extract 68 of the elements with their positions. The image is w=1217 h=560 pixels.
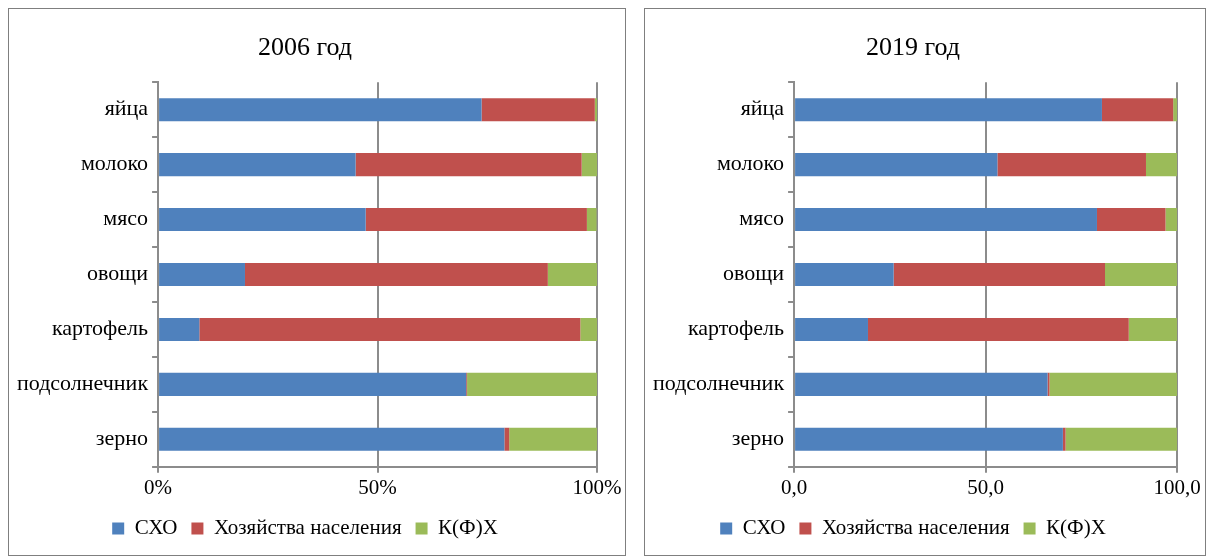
- y-tick-label: овощи: [87, 260, 149, 286]
- y-tick-label: зерно: [95, 425, 149, 451]
- bar: [795, 372, 1048, 396]
- y-tick-label: молоко: [80, 150, 149, 176]
- bar: [504, 427, 510, 451]
- bar: [1173, 98, 1177, 122]
- bar: [893, 262, 1106, 287]
- chart-title: 2006 год: [258, 32, 352, 62]
- bar: [159, 372, 467, 396]
- x-tick-label: 50%: [358, 474, 397, 499]
- x-tick-label: 100,0: [1153, 474, 1201, 499]
- bar: [867, 317, 1129, 341]
- bar: [355, 153, 582, 177]
- bar: [1065, 427, 1177, 451]
- bar: [594, 98, 597, 122]
- bar: [581, 153, 597, 177]
- legend-label: К(Ф)Х: [1046, 515, 1106, 540]
- bar: [795, 98, 1102, 122]
- bar: [1049, 372, 1177, 396]
- y-tick-label: зерно: [731, 425, 785, 451]
- bar: [159, 262, 245, 287]
- bar: [1062, 427, 1066, 451]
- bar: [159, 208, 366, 232]
- x-tick-label: 0%: [144, 474, 173, 499]
- bar: [1096, 208, 1166, 232]
- bar: [1105, 262, 1177, 287]
- y-tick-label: мясо: [103, 205, 149, 231]
- bar: [580, 317, 597, 341]
- bar: [795, 153, 998, 177]
- bar: [1101, 98, 1174, 122]
- bar: [365, 208, 587, 232]
- y-tick-label: картофель: [687, 315, 785, 341]
- legend-label: Хозяйства населения: [213, 515, 402, 540]
- bar: [1145, 153, 1177, 177]
- bar: [586, 208, 597, 232]
- y-tick-label: яйца: [104, 95, 149, 121]
- y-tick-label: подсолнечник: [17, 370, 149, 396]
- y-tick-label: подсолнечник: [653, 370, 785, 396]
- bar: [547, 262, 597, 287]
- y-tick-label: яйца: [740, 95, 785, 121]
- bar: [481, 98, 595, 122]
- bar: [509, 427, 597, 451]
- bar: [199, 317, 581, 341]
- bar: [1128, 317, 1177, 341]
- bar: [795, 262, 894, 287]
- bar: [159, 427, 505, 451]
- y-tick-label: картофель: [51, 315, 149, 341]
- x-tick-label: 50,0: [967, 474, 1004, 499]
- legend-label: СХО: [134, 515, 178, 540]
- bar: [795, 317, 868, 341]
- legend-label: СХО: [742, 515, 786, 540]
- bar: [159, 98, 482, 122]
- bar: [997, 153, 1146, 177]
- legend-label: Хозяйства населения: [821, 515, 1010, 540]
- bar: [159, 317, 200, 341]
- y-tick-label: овощи: [723, 260, 785, 286]
- chart-title: 2019 год: [866, 32, 960, 62]
- bar: [795, 427, 1063, 451]
- y-tick-label: мясо: [739, 205, 785, 231]
- bar: [795, 208, 1097, 232]
- legend-label: К(Ф)Х: [438, 515, 498, 540]
- x-tick-label: 100%: [572, 474, 622, 499]
- bar: [467, 372, 597, 396]
- y-tick-label: молоко: [716, 150, 785, 176]
- bar: [159, 153, 356, 177]
- bar: [244, 262, 548, 287]
- bar: [1165, 208, 1177, 232]
- x-tick-label: 0,0: [780, 474, 808, 499]
